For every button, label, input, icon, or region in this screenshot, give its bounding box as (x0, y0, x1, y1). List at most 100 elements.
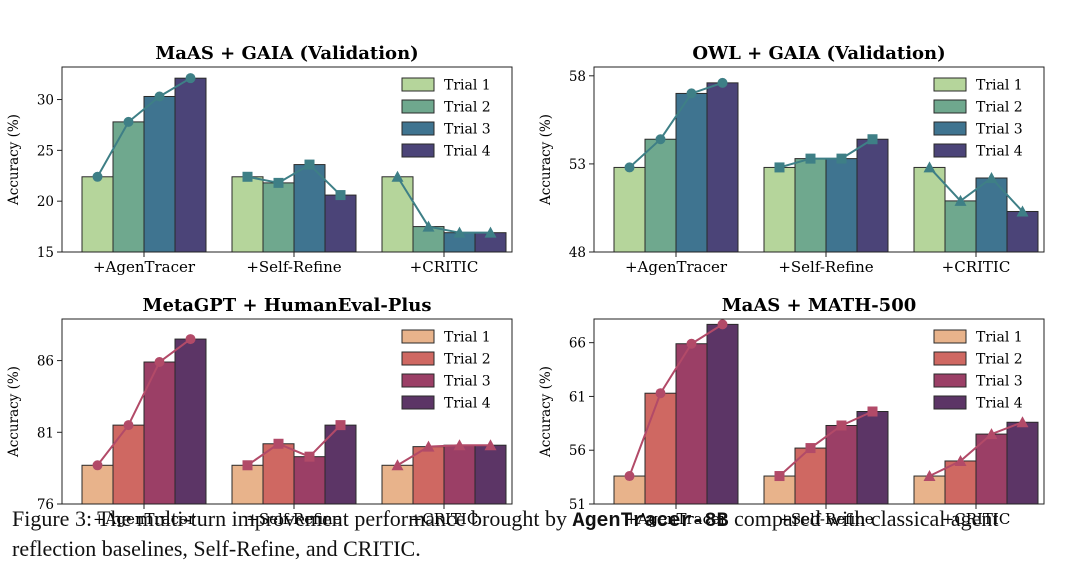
bar-trial-1-2 (381, 464, 414, 505)
trend-marker (422, 220, 435, 232)
y-tick-label: 66 (569, 336, 586, 352)
y-axis-label: Accuracy (%) (6, 366, 22, 458)
legend-label: Trial 1 (444, 330, 491, 346)
legend-swatch (401, 329, 435, 344)
trend-marker (242, 171, 253, 182)
trend-marker (154, 357, 165, 368)
bar-trial-2-2 (944, 460, 977, 505)
bar-trial-2-0 (644, 392, 677, 505)
trend-marker (242, 460, 253, 471)
bar-trial-1-1 (231, 176, 264, 253)
trend-marker (185, 334, 196, 345)
legend-swatch (933, 143, 967, 158)
x-tick-label: +Self-Refine (246, 510, 341, 528)
trend-line-1 (779, 138, 874, 169)
y-tick-label: 15 (37, 245, 54, 261)
caption-suffix: compared with classical agent reflection… (12, 506, 999, 561)
trend-marker (923, 470, 936, 482)
y-tick-label: 58 (569, 69, 586, 85)
plot-frame (61, 318, 513, 505)
y-tick-label: 86 (37, 354, 54, 370)
trend-marker (985, 428, 998, 440)
trend-line-0 (96, 338, 192, 466)
bar-trial-4-0 (706, 82, 739, 253)
legend-swatch (933, 329, 967, 344)
legend-label: Trial 2 (444, 352, 491, 368)
trend-marker (453, 439, 466, 451)
bar-trial-2-2 (412, 446, 445, 505)
bar-trial-4-2 (1006, 210, 1039, 253)
y-tick-label: 51 (569, 497, 586, 513)
x-tick-label: +CRITIC (410, 258, 479, 276)
bar-trial-3-2 (443, 444, 476, 505)
legend-swatch (933, 99, 967, 114)
trend-marker (805, 443, 816, 454)
y-tick-label: 61 (569, 389, 586, 405)
bar-trial-3-2 (975, 433, 1008, 505)
chart-title: OWL + GAIA (Validation) (692, 43, 945, 64)
y-tick-label: 76 (37, 497, 54, 513)
trend-marker (304, 451, 315, 462)
legend-swatch (933, 395, 967, 410)
trend-marker (655, 134, 666, 145)
bar-trial-3-0 (675, 343, 708, 505)
trend-marker (624, 162, 635, 173)
bar-trial-3-1 (825, 424, 858, 505)
legend-swatch (401, 395, 435, 410)
bar-trial-3-0 (675, 92, 708, 253)
bar-trial-2-1 (262, 182, 295, 253)
x-tick-label: +AgenTracer (625, 510, 728, 528)
trend-marker (717, 77, 728, 88)
x-tick-label: +AgenTracer (93, 258, 196, 276)
legend-label: Trial 2 (976, 100, 1023, 116)
y-tick-label: 48 (569, 245, 586, 261)
bar-trial-3-0 (143, 361, 176, 505)
plot-frame (593, 318, 1045, 505)
trend-marker (92, 171, 103, 182)
legend-swatch (401, 77, 435, 92)
legend-swatch (401, 143, 435, 158)
bar-trial-2-1 (794, 447, 827, 505)
trend-line-2 (396, 444, 491, 467)
trend-marker (867, 406, 878, 417)
bar-trial-4-0 (174, 338, 207, 505)
trend-marker (123, 116, 134, 127)
trend-marker (655, 388, 666, 399)
trend-marker (717, 319, 728, 330)
bar-trial-4-0 (174, 77, 207, 253)
legend-label: Trial 3 (976, 374, 1023, 390)
y-tick-label: 56 (569, 443, 586, 459)
bar-trial-1-0 (81, 464, 114, 505)
chart-title: MetaGPT + HumanEval-Plus (143, 295, 432, 316)
trend-marker (154, 91, 165, 102)
bar-trial-1-2 (381, 176, 414, 253)
y-tick-label: 20 (37, 194, 54, 210)
bar-trial-3-1 (293, 164, 326, 253)
legend-label: Trial 4 (976, 144, 1023, 160)
legend-swatch (401, 99, 435, 114)
y-axis-label: Accuracy (%) (6, 114, 22, 206)
trend-marker (335, 190, 346, 201)
bar-trial-1-1 (231, 464, 264, 505)
bar-trial-4-1 (856, 138, 889, 253)
trend-marker (304, 159, 315, 170)
bar-trial-3-1 (293, 456, 326, 505)
trend-marker (867, 134, 878, 145)
bar-trial-2-1 (794, 158, 827, 253)
legend-label: Trial 1 (976, 78, 1023, 94)
x-tick-label: +AgenTracer (93, 510, 196, 528)
trend-marker (624, 471, 635, 482)
legend-label: Trial 3 (976, 122, 1023, 138)
bar-trial-3-0 (143, 95, 176, 253)
legend-swatch (933, 77, 967, 92)
legend-swatch (933, 351, 967, 366)
legend-label: Trial 3 (444, 374, 491, 390)
y-axis-label: Accuracy (%) (538, 114, 554, 206)
legend-label: Trial 3 (444, 122, 491, 138)
legend-label: Trial 1 (976, 330, 1023, 346)
trend-marker (391, 170, 404, 182)
trend-marker (836, 420, 847, 431)
x-tick-label: +CRITIC (942, 510, 1011, 528)
trend-marker (453, 226, 466, 238)
chart-metagpt-humaneval: MetaGPT + HumanEval-Plus Accuracy (%) 76 81… (6, 295, 513, 528)
